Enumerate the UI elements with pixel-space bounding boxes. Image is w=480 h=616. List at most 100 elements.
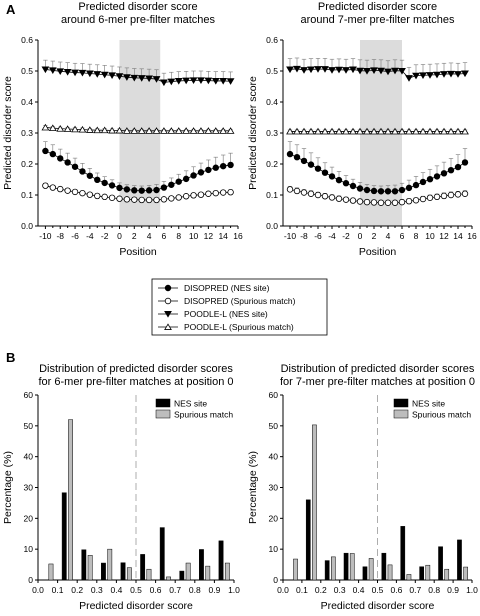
x-tick-label: 12: [439, 231, 449, 241]
bar-spurious-match: [349, 553, 355, 581]
data-point: [168, 181, 175, 188]
legend-label: POODLE-L (Spurious match): [184, 322, 294, 332]
data-point: [440, 170, 448, 177]
bar-nes-site: [81, 549, 87, 581]
bar-nes-site: [101, 562, 106, 581]
x-axis-label: Position: [359, 246, 397, 258]
data-point: [286, 127, 294, 135]
data-point: [86, 172, 94, 179]
y-tick-label: 60: [269, 390, 279, 400]
data-point: [56, 68, 65, 75]
series-triangle-down-filled: [286, 57, 469, 82]
y-tick-label: 0.1: [21, 190, 33, 200]
data-point: [307, 127, 315, 135]
data-point: [226, 78, 235, 85]
data-point: [335, 66, 343, 74]
data-point: [93, 71, 102, 78]
data-point: [227, 161, 234, 169]
data-point: [412, 72, 420, 80]
bar-nes-site: [324, 560, 330, 581]
bar-spurious-match: [387, 564, 393, 581]
data-point: [167, 78, 176, 86]
data-point: [93, 126, 102, 134]
data-point: [370, 67, 378, 75]
data-point: [175, 178, 182, 185]
data-point: [314, 66, 322, 73]
data-point: [377, 67, 385, 75]
data-point: [321, 127, 329, 135]
data-point: [335, 176, 343, 184]
data-point: [49, 184, 57, 191]
data-point: [205, 190, 212, 197]
bar-nes-site: [381, 552, 387, 581]
data-point: [426, 127, 434, 135]
data-point: [71, 125, 79, 133]
y-tick-label: 20: [269, 513, 279, 523]
data-point: [426, 194, 434, 201]
data-point: [85, 70, 94, 78]
data-point: [219, 162, 227, 170]
bar-spurious-match: [463, 566, 468, 581]
data-point: [391, 127, 399, 135]
data-point: [447, 127, 455, 135]
data-point: [384, 199, 392, 206]
data-point: [116, 195, 123, 202]
x-tick-label: 8: [176, 231, 181, 241]
data-point: [101, 193, 108, 201]
x-tick-label: 4: [147, 231, 152, 241]
y-tick-label: 0.6: [266, 35, 278, 45]
data-point: [314, 127, 322, 135]
y-tick-label: 60: [24, 390, 34, 400]
data-point: [189, 77, 198, 84]
data-point: [138, 187, 145, 194]
bar-nes-site: [120, 562, 126, 581]
data-point: [108, 72, 116, 80]
data-point: [405, 184, 413, 192]
bar-nes-site: [218, 540, 224, 581]
data-point: [94, 176, 101, 184]
x-tick-label: 6: [400, 231, 405, 241]
data-point: [116, 184, 123, 192]
y-tick-label: 10: [269, 544, 279, 554]
bar-spurious-match: [185, 562, 191, 581]
data-point: [454, 127, 462, 135]
chart-3: Distribution of predicted disorder score…: [2, 363, 240, 612]
data-point: [145, 75, 154, 83]
data-point: [314, 165, 322, 172]
data-point: [398, 68, 406, 75]
x-tick-label: 14: [218, 231, 228, 241]
bar-nes-site: [61, 492, 67, 581]
data-point: [115, 126, 124, 134]
legend-label: POODLE-L (NES site): [184, 309, 268, 319]
data-point: [78, 69, 87, 77]
data-point: [356, 185, 364, 192]
data-point: [212, 164, 219, 171]
data-point: [440, 127, 448, 135]
data-point: [391, 199, 399, 206]
data-point: [123, 186, 131, 193]
data-point: [461, 127, 469, 135]
x-tick-label: 0.2: [71, 585, 83, 595]
data-point: [356, 67, 364, 75]
chart-title: around 7-mer pre-filter matches: [300, 14, 455, 26]
bar-spurious-match: [425, 564, 431, 581]
data-point: [461, 159, 469, 166]
data-point: [321, 66, 329, 73]
x-tick-label: 0.3: [334, 585, 346, 595]
data-point: [131, 196, 138, 203]
x-tick-label: -8: [56, 231, 64, 241]
data-point: [335, 127, 343, 135]
data-point: [57, 185, 64, 193]
data-point: [64, 187, 71, 194]
bar-spurious-match: [48, 563, 54, 581]
data-point: [153, 186, 160, 194]
y-tick-label: 40: [24, 452, 34, 462]
data-point: [286, 66, 294, 74]
x-tick-label: 1.0: [228, 585, 240, 595]
y-tick-label: 40: [269, 452, 279, 462]
data-point: [122, 127, 131, 134]
data-point: [145, 187, 153, 194]
data-point: [328, 194, 336, 201]
data-point: [49, 150, 57, 158]
data-point: [426, 72, 434, 79]
